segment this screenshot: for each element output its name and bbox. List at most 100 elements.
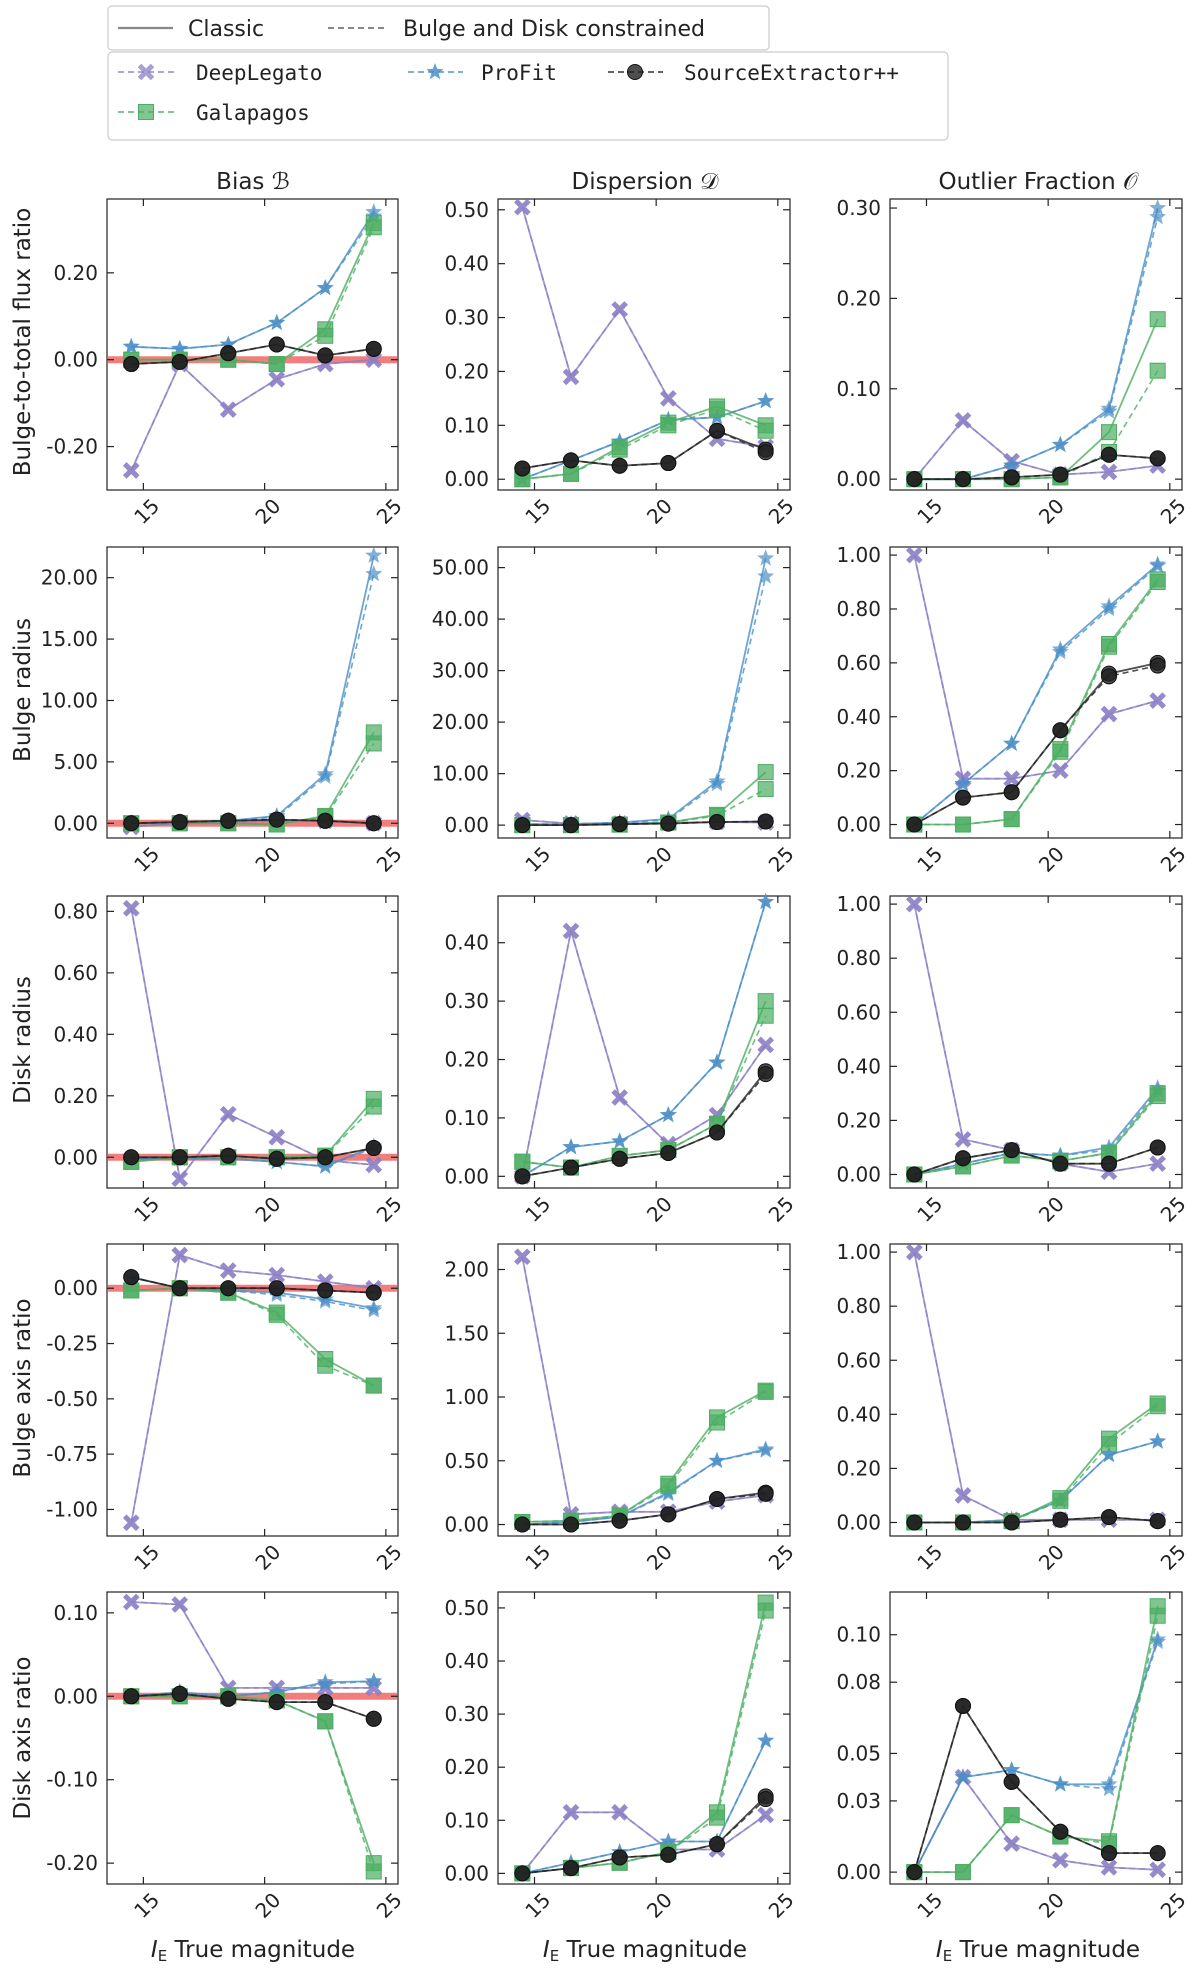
series-line bbox=[522, 1740, 767, 1875]
data-point bbox=[365, 546, 383, 563]
series-line bbox=[131, 343, 374, 365]
data-point bbox=[365, 1679, 383, 1697]
row-label-disk-radius: Disk radius bbox=[10, 976, 36, 1104]
data-point bbox=[317, 812, 334, 829]
data-point bbox=[955, 1864, 971, 1881]
x-tick-label: 15 bbox=[520, 842, 555, 877]
data-point bbox=[365, 735, 382, 752]
data-point bbox=[757, 764, 774, 781]
data-point bbox=[123, 1269, 140, 1286]
data-point bbox=[1003, 770, 1020, 787]
data-point bbox=[1051, 643, 1069, 660]
data-point bbox=[316, 1674, 334, 1692]
series-line bbox=[131, 1287, 375, 1387]
series-line bbox=[522, 820, 766, 826]
axes-frame bbox=[889, 198, 1183, 491]
y-tick-label: -1.00 bbox=[46, 1497, 98, 1521]
x-tick-label: 25 bbox=[764, 494, 799, 529]
y-tick-label: 0.60 bbox=[836, 1000, 881, 1024]
axes-frame bbox=[106, 546, 399, 839]
data-point bbox=[268, 370, 286, 388]
data-point bbox=[1003, 784, 1020, 801]
data-point bbox=[1052, 1851, 1069, 1869]
series-line bbox=[522, 429, 767, 470]
data-point bbox=[1100, 1859, 1118, 1876]
data-point bbox=[316, 279, 334, 296]
legend-marker-sourceextractor bbox=[627, 64, 643, 80]
y-tick-label: 0.50 bbox=[444, 198, 489, 222]
y-tick-label: 0.00 bbox=[444, 467, 489, 491]
x-tick-label: 25 bbox=[764, 1192, 799, 1227]
data-point bbox=[1051, 435, 1069, 453]
y-tick-label: 1.00 bbox=[836, 1240, 881, 1264]
series-line bbox=[522, 1073, 767, 1178]
data-point bbox=[611, 816, 628, 833]
data-point bbox=[709, 1809, 725, 1826]
data-point bbox=[1149, 1088, 1166, 1105]
data-point bbox=[365, 1156, 383, 1174]
axes-frame bbox=[889, 1243, 1183, 1537]
x-tick-label: 20 bbox=[642, 1888, 677, 1923]
data-point bbox=[268, 811, 285, 828]
data-point bbox=[906, 1514, 923, 1531]
data-point bbox=[123, 356, 140, 373]
x-tick-label: 20 bbox=[642, 1540, 677, 1575]
x-tick-label: 15 bbox=[129, 1888, 164, 1923]
data-point bbox=[954, 775, 972, 792]
data-point bbox=[268, 1306, 285, 1323]
data-point bbox=[514, 1248, 531, 1266]
data-point bbox=[757, 422, 774, 439]
series-line bbox=[914, 1090, 1159, 1176]
data-point bbox=[1003, 811, 1020, 828]
data-point bbox=[171, 1246, 189, 1264]
data-point bbox=[171, 1596, 189, 1613]
series-line bbox=[521, 206, 766, 448]
data-point bbox=[1149, 199, 1167, 216]
data-point bbox=[1052, 1155, 1069, 1172]
data-point bbox=[365, 1140, 382, 1157]
series-sourceextractor-dashed bbox=[123, 336, 382, 373]
profit-marker-icon bbox=[426, 63, 444, 80]
x-tick-label: 20 bbox=[1034, 494, 1069, 529]
y-tick-label: 0.10 bbox=[836, 377, 881, 401]
axes-frame bbox=[889, 895, 1183, 1189]
data-point bbox=[954, 1487, 972, 1504]
y-tick-label: 0.20 bbox=[836, 759, 881, 783]
data-point bbox=[757, 993, 774, 1010]
y-tick-label: 0.40 bbox=[444, 931, 489, 955]
data-point bbox=[906, 1243, 923, 1261]
method-legend: DeepLegato ProFit SourceExtractor++ Gala… bbox=[107, 51, 949, 141]
data-point bbox=[906, 895, 923, 913]
data-point bbox=[1149, 1861, 1166, 1879]
panel-r1-c2: 0.00 0.10 0.20 0.30 0.40 0.50 15 20 25 bbox=[444, 198, 798, 529]
data-point bbox=[709, 1124, 725, 1141]
y-tick-label: 0.00 bbox=[836, 1162, 881, 1186]
panel-r2-c2: 0.00 10.00 20.00 30.00 40.00 50.00 15 20 25 bbox=[432, 546, 799, 877]
x-tick-label: 20 bbox=[250, 842, 285, 877]
y-tick-label: 0.10 bbox=[444, 413, 489, 437]
data-point bbox=[1149, 574, 1166, 591]
data-point bbox=[611, 1089, 628, 1106]
axes-frame bbox=[889, 1591, 1183, 1885]
series-line bbox=[914, 1095, 1159, 1176]
data-point bbox=[757, 1441, 775, 1458]
data-point bbox=[268, 1150, 285, 1167]
y-tick-label: -0.10 bbox=[46, 1768, 98, 1792]
data-point bbox=[757, 1007, 774, 1024]
series-line bbox=[131, 1692, 375, 1720]
y-tick-label: 0.00 bbox=[53, 1145, 98, 1169]
data-point bbox=[906, 546, 923, 564]
x-tick-label: 15 bbox=[129, 842, 164, 877]
data-point bbox=[757, 1383, 774, 1400]
y-tick-label: 0.00 bbox=[444, 1861, 489, 1885]
data-point bbox=[955, 1697, 971, 1714]
y-tick-label: -0.50 bbox=[46, 1387, 98, 1411]
panel-r2-c1: 0.00 5.00 10.00 15.00 20.00 15 20 25 bbox=[41, 546, 407, 877]
style-legend-constrained-label: Bulge and Disk constrained bbox=[403, 17, 705, 42]
y-tick-label: 0.40 bbox=[836, 1054, 881, 1078]
data-point bbox=[268, 336, 285, 353]
axes-frame bbox=[497, 1243, 791, 1537]
x-tick-label: 15 bbox=[129, 494, 164, 529]
y-tick-label: 0.40 bbox=[444, 1649, 489, 1673]
